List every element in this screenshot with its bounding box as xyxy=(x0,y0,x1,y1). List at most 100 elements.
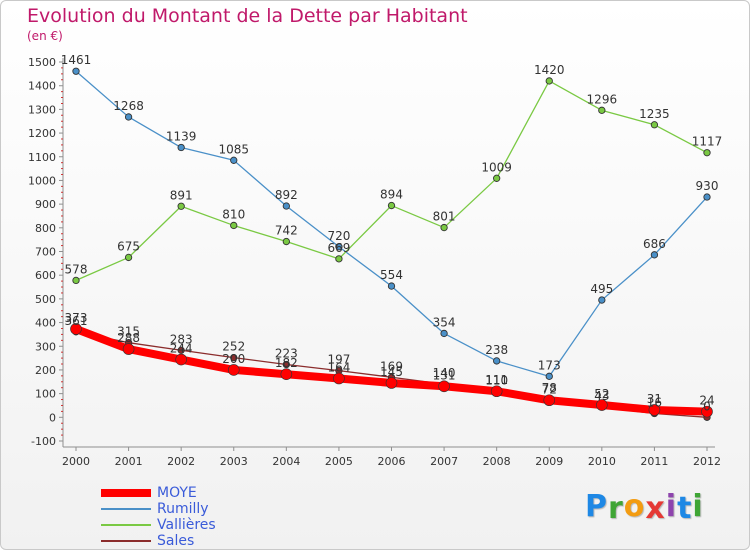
data-point-rumilly xyxy=(440,329,448,338)
proxiti-logo: Proxiti xyxy=(585,489,704,526)
data-point-vallie-res xyxy=(387,201,396,210)
data-label-sales: 111 xyxy=(485,373,508,387)
data-label-vallie-res: 1420 xyxy=(534,63,565,77)
data-point-rumilly xyxy=(124,113,133,121)
chart-unit: (en €) xyxy=(27,29,63,43)
y-tick-label: 700 xyxy=(35,246,56,259)
data-label-sales: 283 xyxy=(170,332,193,346)
y-tick-label: 400 xyxy=(35,317,56,330)
x-tick-label: 2006 xyxy=(378,455,406,468)
data-label-rumilly: 720 xyxy=(327,229,350,243)
data-label-sales: 43 xyxy=(594,389,609,403)
logo-letter: x xyxy=(645,491,666,526)
x-tick-label: 2011 xyxy=(640,455,668,468)
data-label-rumilly: 892 xyxy=(275,188,298,202)
data-point-moye xyxy=(122,343,135,355)
logo-letter: o xyxy=(623,489,646,524)
data-label-moye: 131 xyxy=(433,368,456,382)
data-label-rumilly: 1268 xyxy=(113,99,144,113)
x-tick-label: 2004 xyxy=(272,455,300,468)
data-label-moye: 244 xyxy=(170,342,193,356)
data-label-rumilly: 173 xyxy=(538,358,561,372)
data-point-rumilly xyxy=(282,202,290,210)
x-tick-label: 2001 xyxy=(115,455,143,468)
data-label-sales: 252 xyxy=(222,340,245,354)
y-tick-label: 1500 xyxy=(28,56,56,69)
data-point-moye xyxy=(385,377,398,389)
data-point-vallie-res xyxy=(335,255,343,263)
data-label-moye: 182 xyxy=(275,356,298,370)
data-point-moye xyxy=(490,385,503,398)
legend-label-moye: MOYE xyxy=(157,485,197,501)
data-label-rumilly: 686 xyxy=(643,237,666,251)
data-point-vallie-res xyxy=(703,149,711,157)
data-point-moye xyxy=(701,405,713,418)
legend-label-rumilly: Rumilly xyxy=(157,501,209,517)
data-label-sales: 361 xyxy=(65,314,88,328)
x-tick-label: 2003 xyxy=(220,455,248,468)
data-label-moye: 164 xyxy=(327,360,350,374)
data-point-vallie-res xyxy=(72,276,80,285)
y-tick-label: 900 xyxy=(35,198,56,211)
y-tick-label: 1400 xyxy=(28,80,56,93)
data-label-moye: 200 xyxy=(222,352,245,366)
data-label-vallie-res: 1235 xyxy=(639,107,670,121)
data-label-vallie-res: 894 xyxy=(380,188,403,202)
data-point-vallie-res xyxy=(440,223,448,232)
legend-label-sales: Sales xyxy=(157,533,195,549)
data-point-moye xyxy=(596,399,608,411)
data-point-moye xyxy=(648,404,661,416)
data-point-rumilly xyxy=(177,143,185,152)
data-label-moye: 24 xyxy=(699,394,714,408)
data-label-vallie-res: 675 xyxy=(117,239,140,253)
y-tick-label: 500 xyxy=(35,293,56,306)
data-point-rumilly xyxy=(703,193,711,201)
data-point-vallie-res xyxy=(282,237,290,246)
legend-label-vallie-res: Vallières xyxy=(157,517,216,533)
data-point-vallie-res xyxy=(177,202,185,210)
y-tick-label: 1000 xyxy=(28,174,56,187)
data-label-sales: 0 xyxy=(703,399,711,413)
legend-swatch-vallie-res xyxy=(101,524,151,526)
x-tick-label: 2009 xyxy=(535,455,563,468)
data-point-vallie-res xyxy=(650,121,659,129)
x-tick-label: 2012 xyxy=(693,455,721,468)
data-point-rumilly xyxy=(650,251,659,259)
y-tick-label: -100 xyxy=(31,435,56,448)
logo-letter: r xyxy=(608,491,624,526)
chart-title: Evolution du Montant de la Dette par Hab… xyxy=(27,5,468,27)
y-tick-label: 1100 xyxy=(28,151,56,164)
y-tick-label: 100 xyxy=(35,388,56,401)
data-label-sales: 78 xyxy=(542,381,557,395)
x-tick-label: 2005 xyxy=(325,455,353,468)
data-label-rumilly: 554 xyxy=(380,268,403,282)
data-label-vallie-res: 742 xyxy=(275,224,298,238)
data-label-sales: 140 xyxy=(433,366,456,380)
data-point-rumilly xyxy=(598,296,606,304)
data-point-sales xyxy=(230,353,238,362)
data-label-vallie-res: 1009 xyxy=(481,160,512,174)
data-point-vallie-res xyxy=(545,77,553,85)
data-point-vallie-res xyxy=(124,253,133,262)
logo-letter: i xyxy=(665,489,678,524)
data-point-sales xyxy=(177,346,185,354)
data-label-sales: 315 xyxy=(117,325,140,339)
data-label-vallie-res: 1117 xyxy=(692,135,723,149)
data-label-rumilly: 495 xyxy=(590,282,613,296)
legend-swatch-moye xyxy=(101,489,151,497)
data-point-moye xyxy=(70,323,82,335)
data-label-rumilly: 1461 xyxy=(61,53,92,67)
series-line-rumilly xyxy=(75,70,708,377)
y-tick-label: 800 xyxy=(35,222,56,235)
data-point-moye xyxy=(280,368,293,381)
data-point-moye xyxy=(333,372,345,385)
logo-letter: i xyxy=(692,489,704,524)
data-label-moye: 52 xyxy=(594,387,609,401)
data-label-vallie-res: 891 xyxy=(170,188,193,202)
x-tick-label: 2000 xyxy=(62,455,90,468)
x-tick-label: 2008 xyxy=(483,455,511,468)
data-point-vallie-res xyxy=(230,221,238,230)
data-point-rumilly xyxy=(387,282,396,290)
